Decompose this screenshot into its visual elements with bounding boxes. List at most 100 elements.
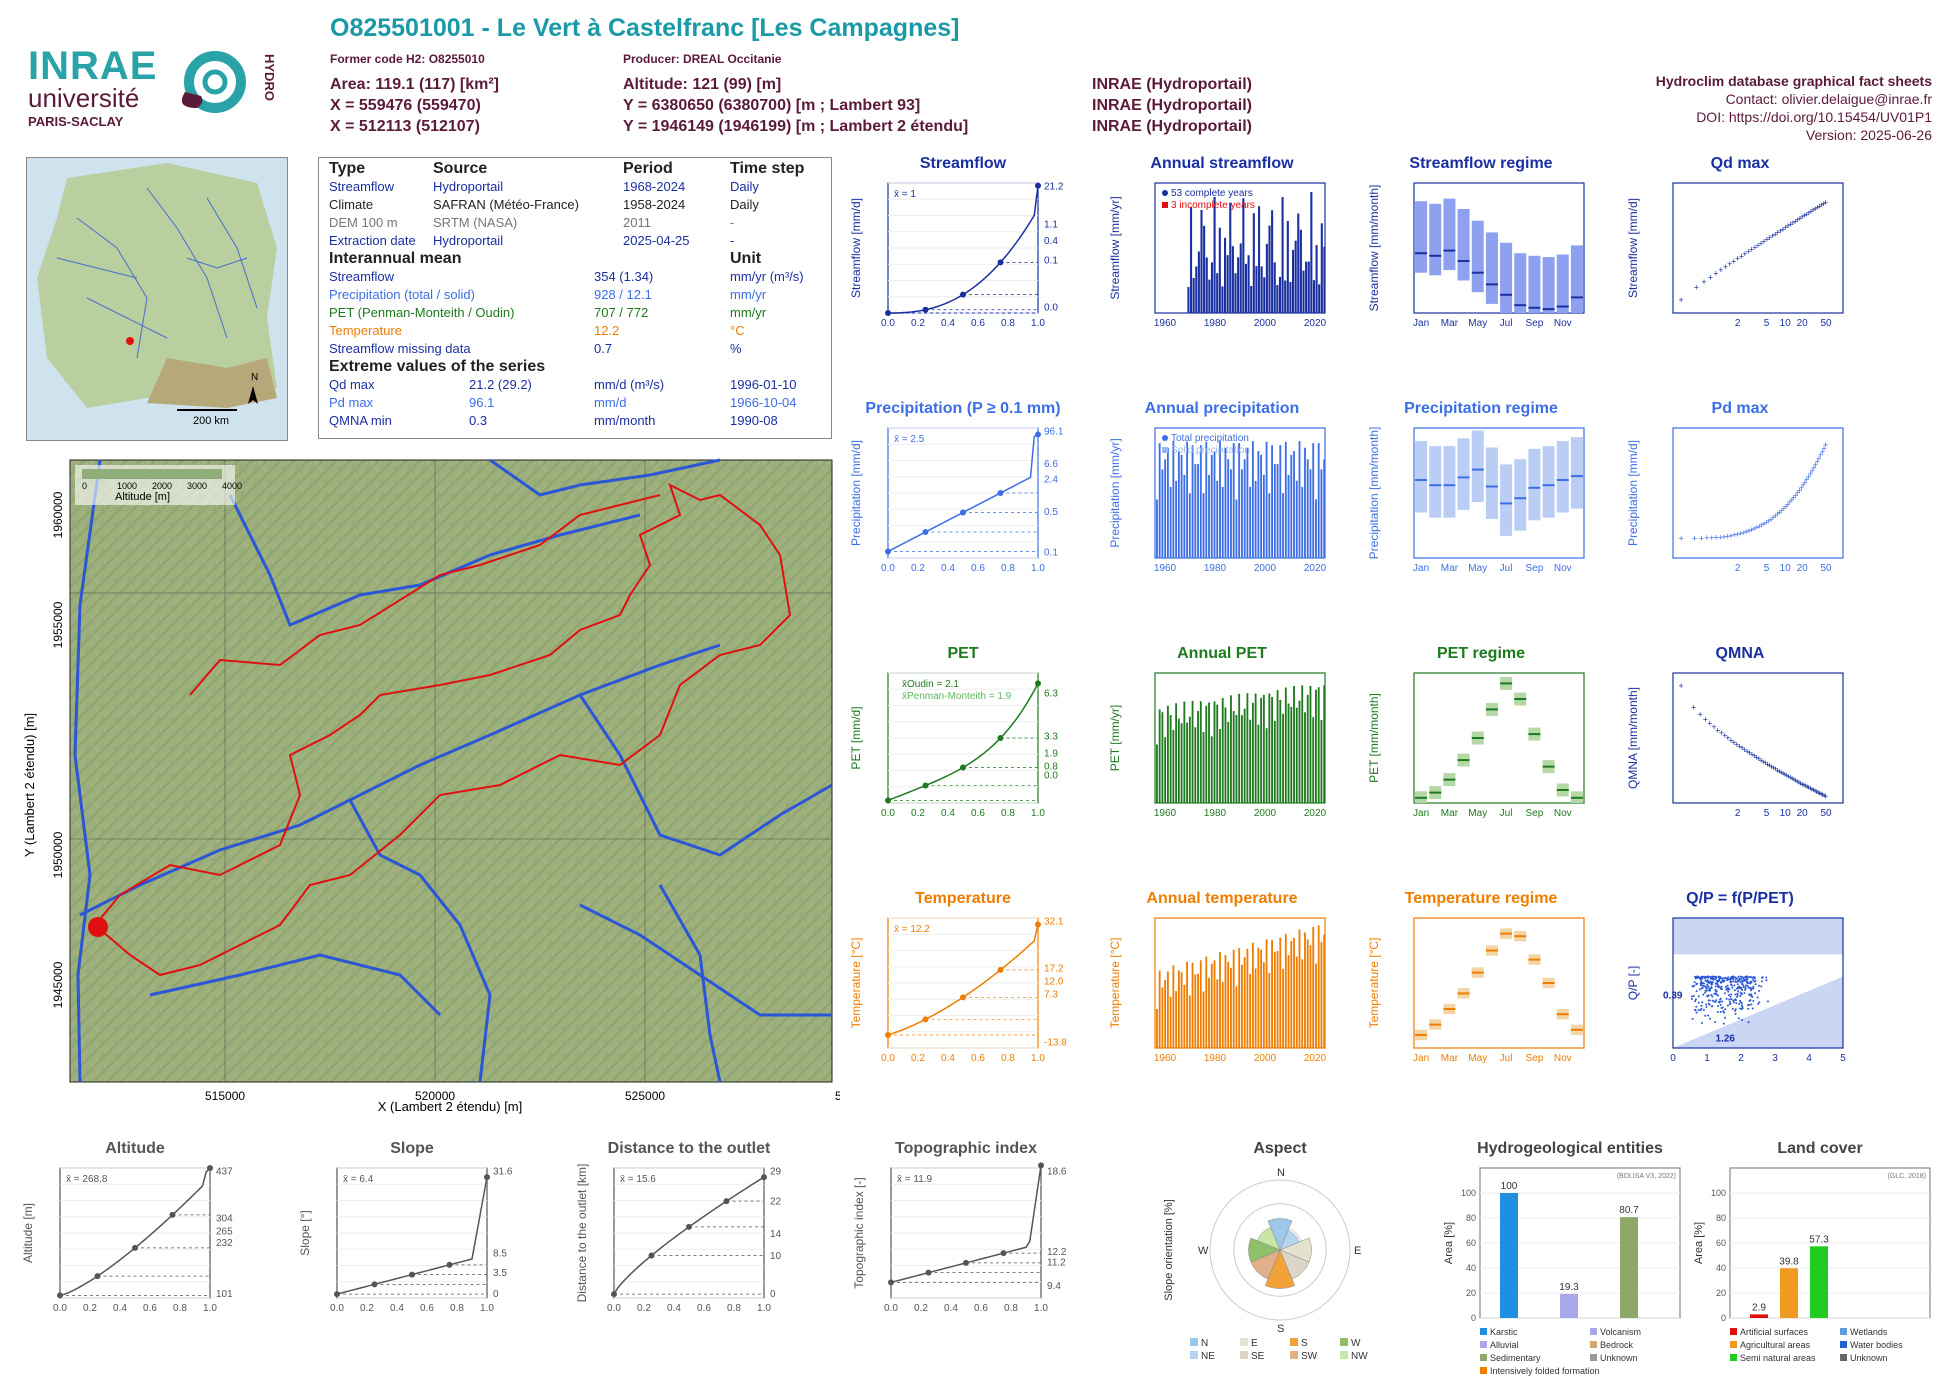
qp-point bbox=[1739, 1007, 1742, 1010]
qp-point bbox=[1717, 976, 1720, 979]
annual-precipitation-bar bbox=[1251, 441, 1254, 558]
annual-pet-bar bbox=[1194, 727, 1197, 803]
qp-point bbox=[1707, 1002, 1710, 1005]
annual-precipitation-bar bbox=[1276, 464, 1279, 558]
paris-saclay-text: PARIS-SACLAY bbox=[28, 114, 124, 129]
distance-dist-right-tick: 22 bbox=[770, 1197, 782, 1208]
qp-point bbox=[1757, 984, 1760, 987]
qp-point bbox=[1754, 992, 1757, 995]
qp-point bbox=[1709, 1017, 1712, 1020]
qp-point bbox=[1739, 975, 1742, 978]
x-tick: 2000 bbox=[1254, 563, 1277, 574]
pd-max-point: + bbox=[1709, 533, 1714, 543]
pet-right-tick: 0.0 bbox=[1044, 770, 1058, 781]
precipitation-regime-box bbox=[1457, 438, 1470, 510]
annual-temperature-bar bbox=[1232, 949, 1235, 1048]
qmna-point: + bbox=[1800, 779, 1805, 789]
doi-link[interactable]: DOI: https://doi.org/10.15454/UV01P1 bbox=[1696, 109, 1932, 125]
altitude-legend-title: Altitude [m] bbox=[115, 491, 170, 503]
mean-row-cell: Temperature bbox=[329, 323, 402, 338]
pet-regime-month-tick: Jul bbox=[1500, 808, 1513, 819]
qp-point bbox=[1741, 988, 1744, 991]
annual-precipitation-bar bbox=[1268, 493, 1271, 558]
annual-streamflow-bar bbox=[1216, 273, 1219, 313]
qp-point bbox=[1711, 975, 1714, 978]
altitude-legend-tick: 0 bbox=[82, 481, 87, 491]
altitude-dist-title: Altitude bbox=[105, 1140, 165, 1157]
mean-row: Streamflow 354 (1.34) mm/yr (m³/s) bbox=[329, 268, 829, 286]
pd-max-point: + bbox=[1813, 460, 1818, 470]
annual-streamflow-bar bbox=[1294, 240, 1297, 313]
x-tick: 2020 bbox=[1304, 808, 1327, 819]
hydrogeology-legend-label: Intensively folded formation bbox=[1490, 1366, 1600, 1376]
qp-point bbox=[1697, 995, 1700, 998]
annual-pet-bar bbox=[1232, 711, 1235, 803]
annual-temperature-bar bbox=[1257, 947, 1260, 1048]
annual-pet-bar bbox=[1257, 724, 1260, 803]
annual-temperature-bar bbox=[1246, 948, 1249, 1048]
pd-max-point: + bbox=[1759, 520, 1764, 530]
annual-pet-bar bbox=[1320, 720, 1323, 803]
source-row-cell: SAFRAN (Météo-France) bbox=[433, 197, 579, 212]
precipitation-regime-month-tick: Mar bbox=[1441, 563, 1459, 574]
topo-dist-right-tick: 11.2 bbox=[1047, 1258, 1066, 1269]
qmna-point: + bbox=[1739, 743, 1744, 753]
qd-max-point: + bbox=[1708, 272, 1713, 282]
qmna-point: + bbox=[1769, 762, 1774, 772]
altitude-dist-panel: Altitude 437 304 265 232 101 0.0 0.2 0.4 0.6 0.8 1.… bbox=[20, 1140, 250, 1330]
qp-point bbox=[1765, 976, 1768, 979]
plot-frame bbox=[1413, 672, 1585, 804]
pd-max-point: + bbox=[1821, 443, 1826, 453]
temperature-regime-month-tick: Nov bbox=[1554, 1053, 1572, 1064]
qp-point bbox=[1732, 1001, 1735, 1004]
former-code: Former code H2: O8255010 bbox=[330, 52, 485, 66]
qd-max-point: + bbox=[1785, 221, 1790, 231]
source-row-cell: Hydroportail bbox=[433, 179, 504, 194]
aspect-legend-swatch bbox=[1240, 1351, 1248, 1359]
x-tick: 0.2 bbox=[360, 1303, 374, 1314]
qd-max-point: + bbox=[1742, 249, 1747, 259]
qmna-point: + bbox=[1805, 782, 1810, 792]
annual-precipitation-bar bbox=[1227, 459, 1230, 558]
qd-max-chart: +++ + + + + +++++++++++++++++++++++++++++++++… bbox=[1626, 182, 1844, 329]
x-tick: 0.2 bbox=[914, 1303, 928, 1314]
x-tick: 0.2 bbox=[911, 318, 925, 329]
qp-point bbox=[1708, 987, 1711, 990]
contact[interactable]: Contact: olivier.delaigue@inrae.fr bbox=[1725, 91, 1932, 107]
qp-point bbox=[1758, 989, 1761, 992]
mean-row: Temperature 12.2 °C bbox=[329, 322, 829, 340]
topo-dist-chart: 18.6 12.211.2 9.4 0.0 0.2 0.4 0.6 0.8 1.0 x̄ = 11… bbox=[852, 1162, 1067, 1314]
annual-streamflow-bar bbox=[1192, 277, 1195, 313]
qp-point bbox=[1766, 1000, 1769, 1003]
annual-pet-bar bbox=[1191, 700, 1194, 803]
annual-pet-bar bbox=[1224, 707, 1227, 803]
pd-max-point: + bbox=[1768, 514, 1773, 524]
qd-max-point: + bbox=[1804, 209, 1809, 219]
hydrogeology-y-tick: 40 bbox=[1466, 1263, 1476, 1273]
aspect-legend-label: E bbox=[1251, 1338, 1258, 1349]
hydrogeology-bar bbox=[1500, 1193, 1518, 1318]
qd-max-point: + bbox=[1731, 256, 1736, 266]
extreme-row-cell: Qd max bbox=[329, 377, 375, 392]
hydrogeology-legend-swatch bbox=[1480, 1354, 1487, 1361]
annual-streamflow-bar bbox=[1255, 266, 1258, 313]
qp-point bbox=[1729, 983, 1732, 986]
source-row: Climate SAFRAN (Météo-France) 1958-2024 Dai… bbox=[329, 196, 829, 214]
qp-point bbox=[1733, 989, 1736, 992]
qp-point bbox=[1749, 980, 1752, 983]
qmna-point: + bbox=[1703, 715, 1708, 725]
qp-point bbox=[1720, 987, 1723, 990]
qp-point bbox=[1699, 1009, 1702, 1012]
annual-precipitation-bar bbox=[1315, 499, 1317, 558]
qp-point bbox=[1702, 993, 1705, 996]
y-axis-label: PET [mm/month] bbox=[1367, 693, 1381, 783]
annual-temperature-bar bbox=[1260, 949, 1263, 1048]
aspect-title: Aspect bbox=[1253, 1140, 1307, 1157]
qmna-point: + bbox=[1793, 776, 1798, 786]
altitude-dist-right-tick: 437 bbox=[216, 1167, 233, 1178]
altitude-dist-right-tick: 265 bbox=[216, 1226, 233, 1237]
annual-streamflow-legend-2: 3 incomplete years bbox=[1171, 200, 1255, 211]
annual-pet-bar bbox=[1197, 710, 1199, 803]
